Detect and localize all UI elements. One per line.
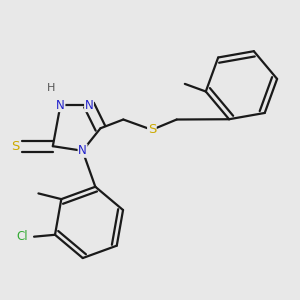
Text: H: H [47,83,55,93]
Text: Cl: Cl [17,230,28,243]
Text: S: S [148,123,156,136]
Text: N: N [78,144,87,157]
Text: N: N [56,98,65,112]
Text: S: S [11,140,20,153]
Text: N: N [85,98,93,112]
